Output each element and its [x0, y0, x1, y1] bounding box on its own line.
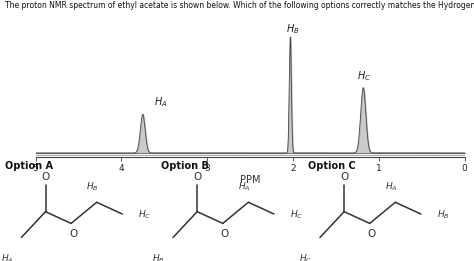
Text: O: O — [69, 229, 77, 239]
X-axis label: PPM: PPM — [240, 175, 260, 185]
Text: $H_A$: $H_A$ — [238, 180, 250, 193]
Text: Option B: Option B — [161, 161, 209, 170]
Text: $H_B$: $H_B$ — [153, 253, 165, 261]
Text: The proton NMR spectrum of ethyl acetate is shown below. Which of the following : The proton NMR spectrum of ethyl acetate… — [5, 1, 474, 10]
Text: $H_B$: $H_B$ — [437, 209, 449, 221]
Text: O: O — [221, 229, 229, 239]
Text: Option A: Option A — [5, 161, 53, 170]
Text: O: O — [41, 172, 50, 182]
Text: O: O — [193, 172, 201, 182]
Text: $H_A$: $H_A$ — [385, 180, 397, 193]
Text: $H_C$: $H_C$ — [138, 209, 151, 221]
Text: $H_A$: $H_A$ — [154, 96, 167, 109]
Text: $H_C$: $H_C$ — [290, 209, 303, 221]
Text: $H_B$: $H_B$ — [86, 180, 99, 193]
Text: $H_C$: $H_C$ — [299, 253, 312, 261]
Text: $H_B$: $H_B$ — [286, 22, 300, 36]
Text: O: O — [340, 172, 348, 182]
Text: O: O — [368, 229, 376, 239]
Text: Option C: Option C — [308, 161, 356, 170]
Text: $H_A$: $H_A$ — [1, 253, 13, 261]
Text: $H_C$: $H_C$ — [357, 69, 371, 83]
